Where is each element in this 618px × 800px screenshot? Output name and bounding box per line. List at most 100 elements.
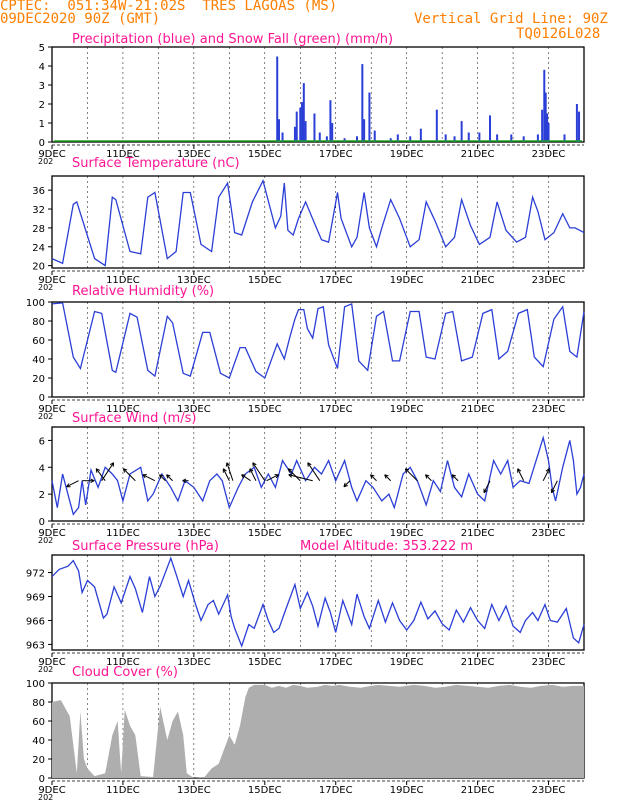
precip-x-tick-label: 19DEC (390, 149, 424, 160)
wind-vector (95, 468, 106, 482)
temperature-y-tick-label: 28 (32, 224, 45, 235)
wind-y-tick-label: 4 (39, 463, 45, 474)
wind-y-tick-label: 6 (39, 436, 45, 447)
precip-bar (419, 128, 422, 142)
precip-bar (510, 134, 513, 142)
wind-title: Surface Wind (m/s) (72, 411, 196, 426)
precip-x-tick-label: 11DEC (106, 149, 140, 160)
pressure-y-tick-label: 972 (26, 569, 45, 580)
temperature-x-tick-label: 19DEC (390, 275, 424, 286)
wind-x-tick-label: 19DEC (390, 528, 424, 539)
temperature-x-cut-label: 202 (38, 283, 53, 292)
wind-vector-head (425, 474, 430, 479)
temperature-x-tick-label: 21DEC (461, 275, 495, 286)
precip-y-tick-label: 2 (39, 100, 45, 111)
cloud-x-tick-label: 13DEC (177, 785, 211, 796)
wind-vector-head (451, 474, 457, 479)
precip-bar (301, 102, 304, 142)
wind-x-tick-label: 21DEC (461, 528, 495, 539)
wind-vector (425, 474, 432, 482)
wind-vector-head (545, 468, 550, 473)
humidity-x-tick-label: 11DEC (106, 404, 140, 415)
cloud-y-tick-label: 40 (32, 736, 45, 747)
wind-vector (307, 462, 321, 481)
precip-y-tick-label: 3 (39, 81, 45, 92)
wind-series-line (51, 435, 585, 516)
temperature-y-tick-label: 32 (32, 205, 45, 216)
wind-vector (222, 468, 230, 481)
precip-bar (541, 109, 544, 142)
precip-bar (575, 104, 578, 142)
precip-bar (373, 130, 376, 142)
precip-bar (295, 111, 298, 142)
cloud-x-tick-label: 9DEC (38, 785, 65, 796)
cloud-y-tick-label: 60 (32, 717, 45, 728)
precip-bar (460, 121, 463, 142)
precip-bar (343, 138, 346, 142)
wind-vector (550, 480, 558, 493)
precip-bar (329, 100, 332, 142)
wind-y-tick-label: 2 (39, 490, 45, 501)
pressure-x-tick-label: 23DEC (532, 657, 566, 668)
wind-x-tick-label: 23DEC (532, 528, 566, 539)
wind-vector-head (288, 473, 293, 478)
precip-bar (293, 126, 296, 142)
wind-vector-head (159, 474, 164, 479)
humidity-title: Relative Humidity (%) (72, 284, 214, 299)
wind-x-tick-label: 15DEC (248, 528, 282, 539)
pressure-title: Surface Pressure (hPa) (72, 539, 219, 554)
wind-vector-head (343, 482, 348, 488)
wind-vector-head (142, 474, 147, 479)
chart-header: CPTEC: 051:34W-21:02S TRES LAGOAS (MS) 0… (0, 0, 618, 48)
wind-vector (287, 468, 301, 482)
precip-x-tick-label: 15DEC (248, 149, 282, 160)
station-line: CPTEC: 051:34W-21:02S TRES LAGOAS (MS) (0, 0, 338, 14)
humidity-panel: 9DEC 11DEC 13DEC 15DEC 17DEC 19DEC 21DEC 23DEC 2… (26, 284, 585, 421)
precip-x-tick-label: 21DEC (461, 149, 495, 160)
precip-bar (302, 83, 305, 142)
wind-vector-head (182, 478, 187, 483)
precip-bar (543, 69, 546, 142)
precip-title: Precipitation (blue) and Snow Fall (gree… (72, 32, 393, 47)
precip-bar (331, 123, 334, 142)
temperature-x-tick-label: 17DEC (319, 275, 353, 286)
precip-y-tick-label: 1 (39, 119, 45, 130)
temperature-x-tick-label: 13DEC (177, 275, 211, 286)
wind-panel: 9DEC 11DEC 13DEC 15DEC 17DEC 19DEC 21DEC 23DEC 2… (38, 411, 585, 545)
run-date-line: 09DEC2020 90Z (GMT) (0, 11, 161, 27)
temperature-y-tick-label: 20 (32, 262, 45, 273)
precip-x-tick-label: 17DEC (319, 149, 353, 160)
pressure-panel: 9DEC 11DEC 13DEC 15DEC 17DEC 19DEC 21DEC 23DEC 2… (26, 539, 585, 674)
wind-vector (343, 480, 351, 488)
humidity-y-tick-label: 40 (32, 355, 45, 366)
wind-vector (483, 480, 491, 493)
temperature-x-tick-label: 23DEC (532, 275, 566, 286)
humidity-series-line (51, 302, 585, 380)
wind-vector (370, 474, 377, 482)
wind-vector-head (370, 474, 375, 479)
wind-vector (404, 468, 418, 482)
wind-vector-head (384, 474, 389, 479)
pressure-x-tick-label: 13DEC (177, 657, 211, 668)
humidity-y-tick-label: 0 (39, 393, 45, 404)
precip-bar (478, 132, 481, 142)
precip-x-cut-label: 202 (38, 157, 53, 166)
humidity-y-tick-label: 60 (32, 336, 45, 347)
wind-vector-head (274, 474, 279, 479)
cloud-y-tick-label: 0 (39, 774, 45, 785)
wind-vector-head (404, 468, 410, 473)
precip-bar (547, 123, 550, 142)
wind-x-cut-label: 202 (38, 536, 53, 545)
pressure-x-cut-label: 202 (38, 665, 53, 674)
precip-panel: 9DEC 11DEC 13DEC 15DEC 17DEC 19DEC 21DEC 23DEC 2… (38, 32, 585, 166)
cloud-x-tick-label: 11DEC (106, 785, 140, 796)
temperature-frame (51, 175, 585, 269)
wind-frame (51, 426, 585, 522)
humidity-x-cut-label: 202 (38, 412, 53, 421)
precip-x-tick-label: 23DEC (532, 149, 566, 160)
humidity-frame (51, 301, 585, 398)
precip-bar (546, 113, 549, 142)
wind-vector (517, 468, 525, 481)
humidity-y-tick-label: 20 (32, 374, 45, 385)
